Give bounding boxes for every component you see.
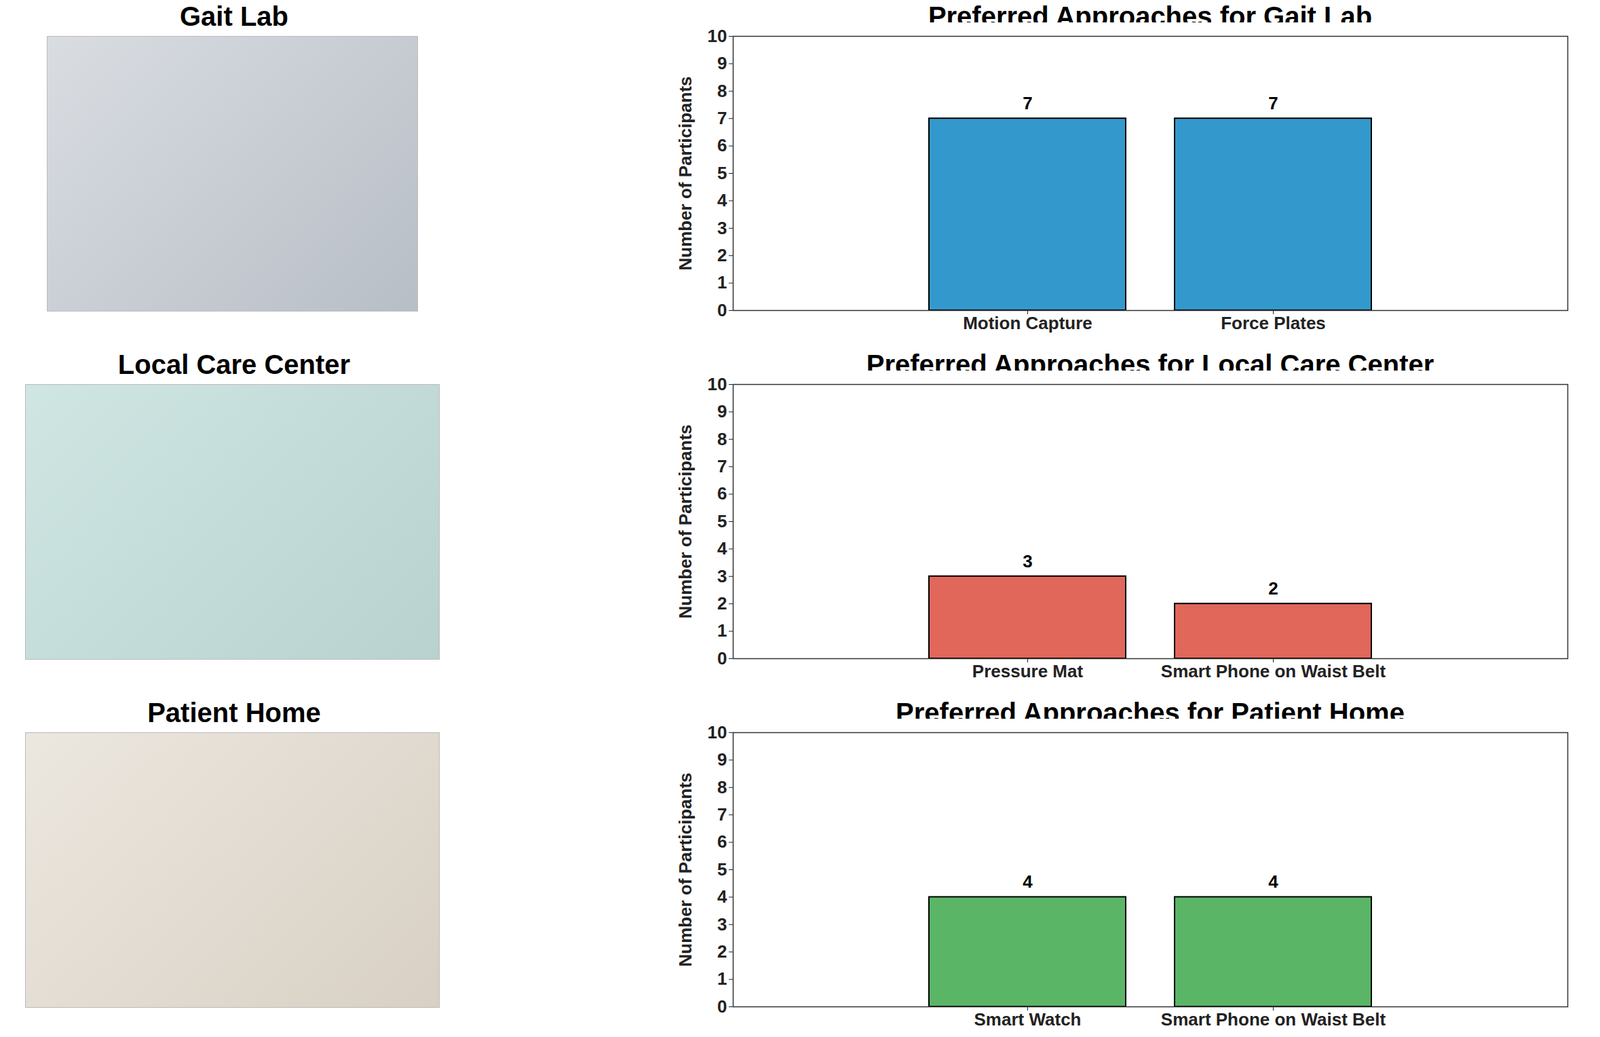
svg-text:2: 2: [717, 941, 727, 962]
svg-text:1: 1: [717, 272, 727, 293]
svg-text:Number of Participants: Number of Participants: [675, 424, 696, 619]
svg-text:3: 3: [717, 565, 727, 587]
svg-text:Pressure Mat: Pressure Mat: [972, 660, 1084, 682]
svg-text:7: 7: [1268, 92, 1278, 114]
svg-text:4: 4: [717, 886, 728, 907]
svg-text:Force Plates: Force Plates: [1220, 312, 1326, 334]
html-text:Preferred Approaches for Patie: Preferred Approaches for Patient Home: [895, 697, 1405, 728]
svg-text:10: 10: [707, 25, 728, 47]
svg-text:6: 6: [717, 831, 727, 852]
html-text:Preferred Approaches for Local: Preferred Approaches for Local Care Cent…: [866, 349, 1434, 380]
svg-text:7: 7: [717, 804, 727, 825]
svg-text:4: 4: [1268, 871, 1279, 892]
html-text:Gait Lab: Gait Lab: [179, 1, 289, 32]
svg-text:5: 5: [717, 510, 727, 532]
svg-text:Motion Capture: Motion Capture: [962, 312, 1093, 334]
svg-text:6: 6: [717, 135, 727, 156]
svg-text:4: 4: [1022, 871, 1033, 892]
svg-text:3: 3: [1022, 550, 1033, 572]
svg-text:7: 7: [1022, 92, 1033, 114]
svg-text:7: 7: [717, 455, 727, 477]
svg-text:2: 2: [717, 244, 727, 266]
svg-text:Number of Participants: Number of Participants: [675, 772, 696, 967]
svg-text:10: 10: [707, 373, 728, 395]
svg-text:3: 3: [717, 217, 727, 239]
svg-text:2: 2: [717, 593, 727, 614]
svg-text:7: 7: [717, 107, 727, 129]
html-text:Preferred Approaches for Gait: Preferred Approaches for Gait Lab: [928, 1, 1373, 32]
svg-text:0: 0: [717, 299, 727, 321]
svg-text:Smart Phone on Waist Belt: Smart Phone on Waist Belt: [1160, 1008, 1387, 1030]
svg-text:Smart Phone on Waist Belt: Smart Phone on Waist Belt: [1160, 660, 1387, 682]
svg-text:Smart Watch: Smart Watch: [974, 1008, 1082, 1030]
svg-text:1: 1: [717, 620, 727, 641]
html-text:Patient Home: Patient Home: [147, 697, 321, 728]
svg-text:1: 1: [717, 968, 727, 989]
svg-text:2: 2: [1268, 578, 1278, 599]
svg-text:8: 8: [717, 428, 727, 450]
svg-text:9: 9: [717, 52, 727, 74]
svg-text:9: 9: [717, 749, 727, 770]
svg-text:8: 8: [717, 80, 727, 102]
svg-text:5: 5: [717, 162, 727, 184]
svg-text:6: 6: [717, 483, 727, 504]
svg-text:Number of Participants: Number of Participants: [675, 75, 696, 271]
svg-text:0: 0: [717, 996, 727, 1017]
svg-text:5: 5: [717, 859, 727, 880]
svg-text:9: 9: [717, 401, 727, 422]
svg-text:4: 4: [717, 538, 728, 559]
svg-text:0: 0: [717, 648, 727, 669]
svg-text:3: 3: [717, 913, 727, 935]
svg-text:10: 10: [707, 721, 728, 743]
svg-text:4: 4: [717, 189, 728, 211]
svg-text:8: 8: [717, 776, 727, 798]
html-text:Local Care Center: Local Care Center: [117, 349, 351, 380]
